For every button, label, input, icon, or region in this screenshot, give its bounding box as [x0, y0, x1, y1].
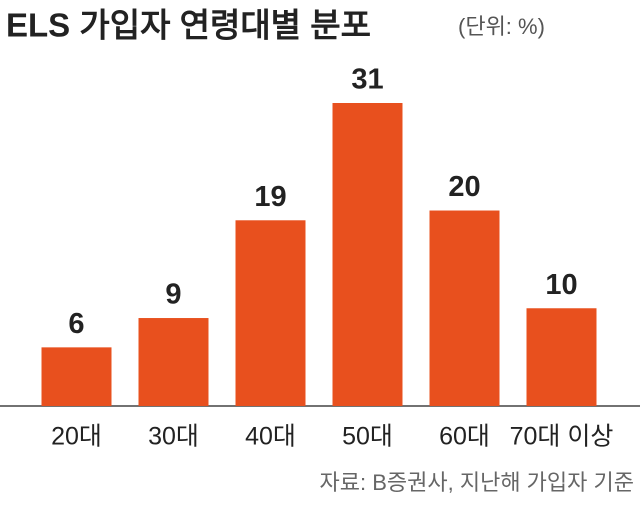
value-label: 31	[351, 64, 383, 96]
x-tick-label: 70대 이상	[510, 423, 614, 451]
x-tick-label: 20대	[51, 423, 102, 451]
value-label: 10	[545, 269, 577, 301]
x-tick-label: 40대	[245, 423, 296, 451]
source-note: 자료: B증권사, 지난해 가입자 기준	[320, 470, 634, 495]
x-tick-label: 50대	[342, 423, 393, 451]
x-tick-label: 30대	[148, 423, 199, 451]
bar	[235, 220, 306, 406]
bar	[41, 347, 112, 406]
x-tick-label: 60대	[439, 423, 490, 451]
bar	[138, 318, 209, 406]
value-label: 6	[68, 308, 84, 340]
value-label: 9	[165, 279, 181, 311]
chart-subtitle: (단위: %)	[458, 14, 545, 39]
value-label: 19	[254, 181, 286, 213]
value-label: 20	[448, 171, 480, 203]
bar	[429, 210, 500, 406]
chart-title: ELS 가입자 연령대별 분포	[6, 7, 371, 44]
bar	[332, 103, 403, 406]
bar	[526, 308, 597, 406]
